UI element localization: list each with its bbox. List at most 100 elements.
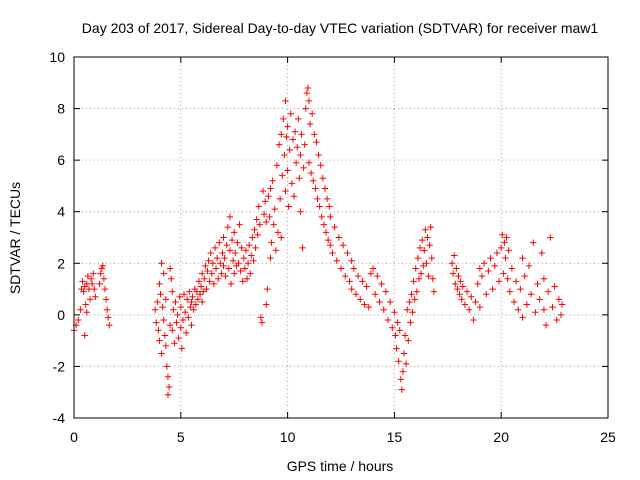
data-point: [182, 329, 190, 337]
data-point: [172, 298, 179, 306]
data-point: [549, 303, 556, 311]
data-point: [208, 270, 215, 277]
data-point: [234, 239, 241, 246]
data-point: [281, 151, 288, 159]
data-point: [294, 144, 301, 151]
data-point: [401, 332, 409, 339]
data-point: [227, 280, 235, 288]
data-point: [220, 234, 227, 241]
data-point: [220, 262, 227, 270]
data-point: [312, 185, 319, 192]
data-point: [455, 272, 462, 280]
data-point: [162, 342, 170, 349]
data-point: [252, 244, 259, 252]
data-point: [184, 296, 191, 303]
data-point: [474, 280, 481, 288]
data-point: [454, 285, 461, 293]
data-point: [506, 288, 513, 295]
data-point: [386, 298, 394, 306]
data-point: [374, 272, 381, 280]
data-point: [310, 177, 317, 184]
data-point: [315, 151, 322, 159]
data-point: [485, 267, 492, 275]
data-point: [282, 97, 289, 105]
data-point: [263, 218, 270, 226]
data-point: [397, 376, 405, 383]
data-point: [96, 280, 103, 288]
data-point: [422, 226, 429, 233]
data-point: [80, 288, 87, 295]
data-point: [279, 172, 286, 179]
data-point: [305, 97, 313, 105]
data-point: [493, 249, 501, 257]
data-point: [476, 265, 484, 272]
data-point: [250, 257, 257, 264]
data-point: [104, 314, 112, 321]
data-point: [359, 278, 366, 285]
data-point: [282, 187, 289, 195]
data-point: [348, 257, 355, 264]
data-point: [221, 254, 228, 262]
data-point: [555, 296, 563, 303]
data-point: [414, 254, 422, 262]
data-point: [239, 278, 246, 285]
data-point: [195, 278, 203, 285]
data-point: [540, 306, 548, 313]
data-point: [306, 120, 314, 128]
data-point: [154, 298, 161, 306]
data-point: [553, 316, 560, 324]
data-point: [198, 270, 206, 277]
data-point: [448, 260, 456, 267]
data-point: [190, 306, 197, 313]
data-point: [525, 262, 533, 270]
data-point: [197, 283, 205, 290]
data-point: [313, 138, 320, 146]
data-point: [519, 314, 526, 321]
data-point: [259, 187, 267, 195]
data-point: [499, 231, 506, 239]
data-point: [517, 285, 524, 293]
data-point: [166, 265, 174, 272]
data-point: [210, 280, 218, 288]
data-point: [106, 321, 113, 329]
data-point: [495, 278, 503, 285]
data-point: [92, 293, 99, 301]
data-point: [161, 332, 168, 339]
data-point: [151, 306, 159, 313]
data-point: [398, 386, 406, 393]
data-point: [162, 296, 170, 303]
data-point: [530, 239, 537, 246]
data-point: [348, 285, 355, 293]
data-point: [204, 267, 211, 275]
data-point: [463, 288, 471, 295]
y-tick-label: -2: [53, 358, 66, 374]
data-point: [307, 169, 315, 177]
data-point: [311, 131, 318, 138]
data-point: [342, 272, 349, 280]
data-point: [468, 293, 475, 301]
y-tick-label: 2: [57, 255, 65, 271]
data-point: [540, 275, 548, 282]
data-point: [99, 262, 107, 270]
data-point: [361, 301, 368, 308]
data-point: [156, 280, 163, 288]
data-point: [459, 283, 466, 290]
data-point: [263, 301, 270, 308]
data-point: [536, 296, 543, 303]
y-axis-title: SDTVAR / TECUs: [7, 182, 23, 294]
data-point: [200, 288, 207, 295]
data-point: [153, 319, 160, 326]
data-point: [320, 221, 328, 228]
data-point: [333, 257, 340, 264]
data-point: [406, 298, 413, 306]
data-point: [224, 223, 231, 231]
plot-frame: [73, 56, 609, 419]
data-point: [357, 296, 364, 303]
axis-ticks: 0 5 10 15 20 25 -4 -2 0 2 4 6 8 10: [49, 49, 616, 445]
data-point: [344, 249, 351, 257]
data-point: [501, 239, 508, 246]
data-point: [412, 265, 419, 272]
data-point: [235, 260, 242, 267]
data-point: [515, 306, 522, 313]
data-point: [247, 270, 254, 277]
